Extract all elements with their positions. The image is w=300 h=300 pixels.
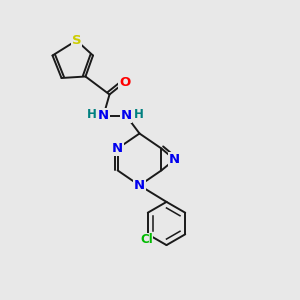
Text: N: N [98,109,109,122]
Text: Cl: Cl [140,233,153,246]
Text: H: H [87,108,97,122]
Text: H: H [134,108,143,122]
Text: N: N [120,109,132,122]
Text: O: O [119,76,130,89]
Text: N: N [112,142,123,155]
Text: S: S [72,34,81,47]
Text: N: N [169,153,180,166]
Text: N: N [134,179,145,192]
